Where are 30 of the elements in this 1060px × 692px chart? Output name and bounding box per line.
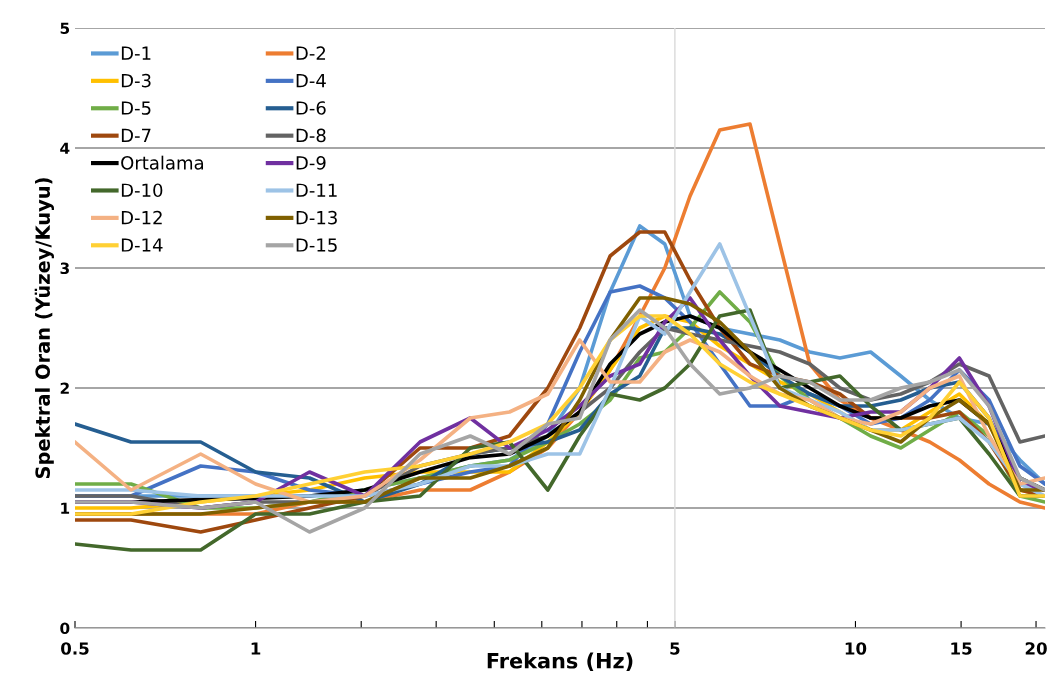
y-tick-label: 1: [61, 502, 70, 514]
x-axis-title: Frekans (Hz): [487, 652, 633, 672]
y-axis-title: Spektral Oran (Yüzey/Kuyu): [34, 178, 54, 479]
legend-label: D-1: [121, 46, 151, 60]
y-tick-label: 2: [60, 382, 69, 394]
legend-label: D-9: [296, 155, 326, 170]
legend-label: D-4: [296, 74, 326, 88]
legend-label: Ortalama: [121, 155, 204, 170]
legend-label: D-12: [121, 210, 162, 225]
y-tick-label: 5: [60, 22, 70, 35]
x-tick-label: 10: [845, 642, 867, 655]
legend-label: D-13: [296, 210, 337, 225]
x-tick-label: 20: [1025, 642, 1047, 655]
legend-label: D-7: [121, 128, 151, 142]
legend-label: D-5: [121, 101, 151, 115]
legend-label: D-14: [121, 238, 163, 252]
legend-label: D-10: [121, 183, 163, 198]
legend-label: D-6: [296, 101, 326, 115]
y-tick-label: 4: [60, 142, 70, 154]
x-tick-label: 1: [251, 642, 261, 655]
x-tick-label: 0.5: [61, 642, 89, 655]
legend-label: D-2: [296, 46, 326, 60]
legend-label: D-3: [121, 73, 151, 88]
y-tick-label: 0: [60, 622, 70, 635]
x-tick-label: 15: [951, 642, 972, 655]
legend-label: D-15: [296, 238, 337, 252]
legend-label: D-11: [296, 183, 337, 197]
x-tick-label: 5: [670, 642, 680, 655]
legend-label: D-8: [296, 128, 326, 143]
y-tick-label: 3: [60, 262, 69, 275]
